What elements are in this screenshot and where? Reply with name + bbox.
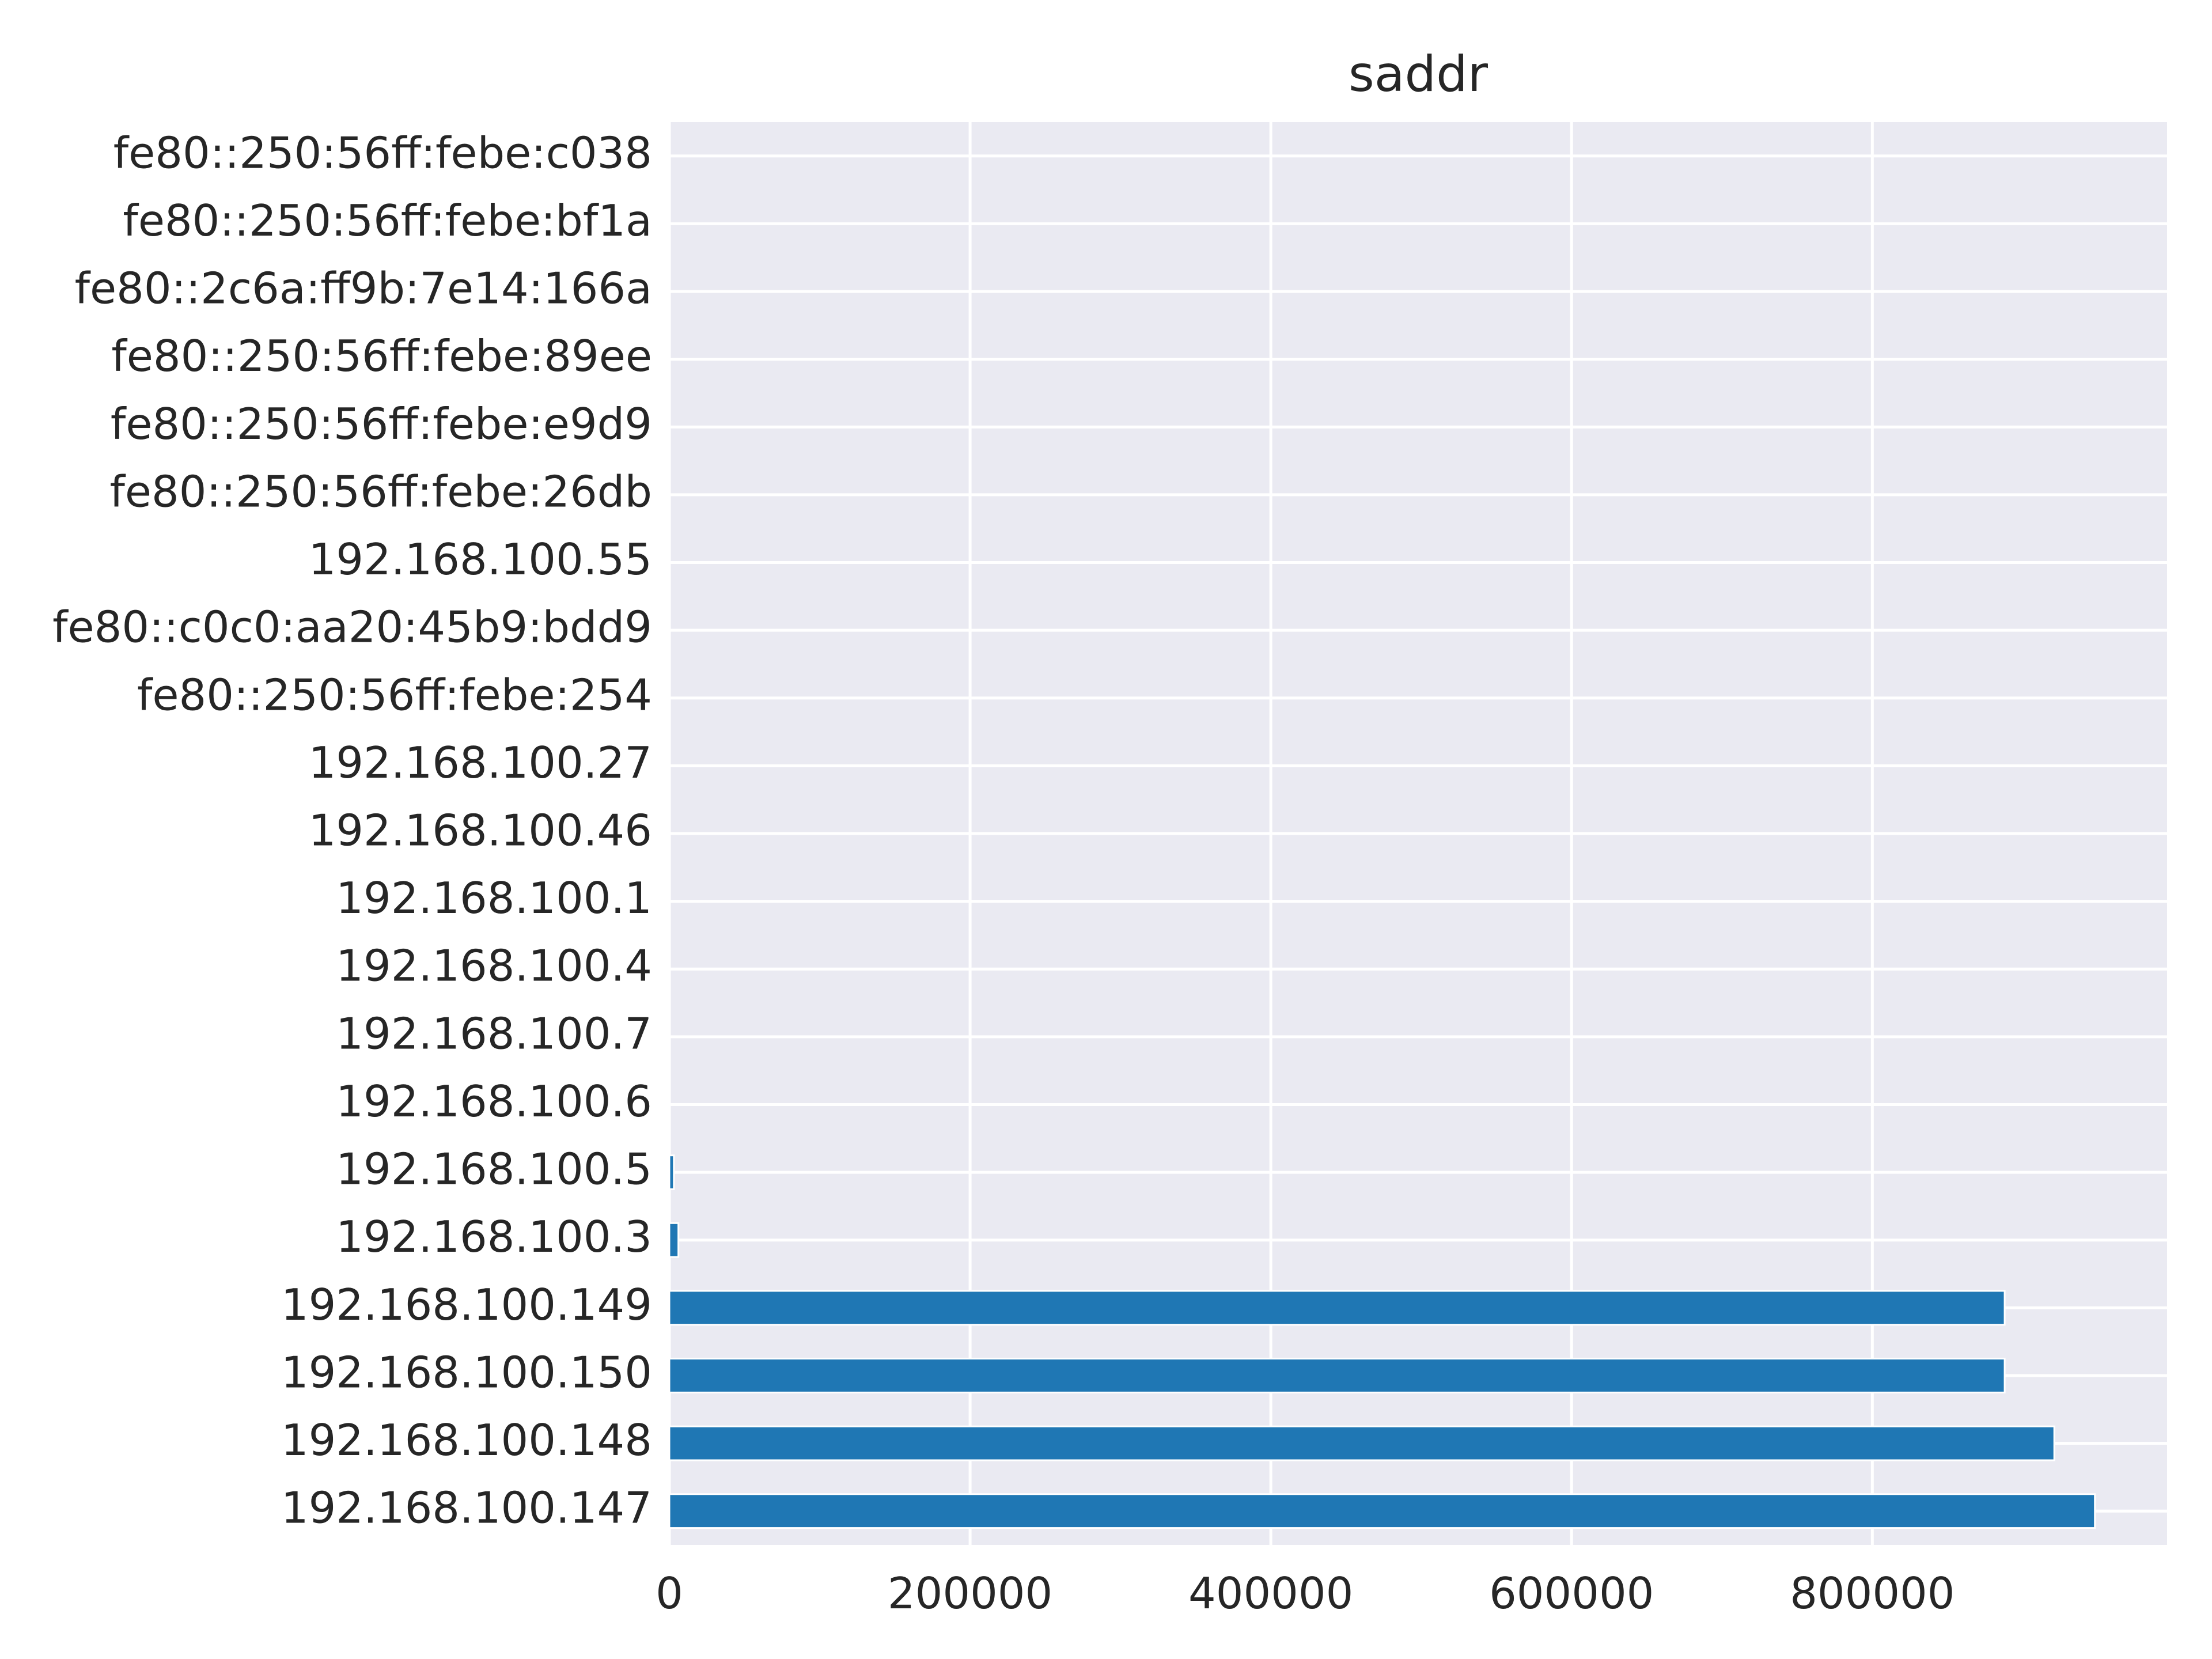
bar: [668, 1290, 2006, 1326]
x-tick-label: 800000: [1790, 1568, 1955, 1619]
y-tick-label: 192.168.100.1: [336, 873, 652, 923]
y-tick-label: 192.168.100.149: [281, 1279, 652, 1330]
y-tick-label: 192.168.100.4: [336, 941, 652, 991]
bars: [668, 138, 2096, 1529]
y-tick-label: fe80::250:56ff:febe:89ee: [111, 331, 652, 381]
bar: [668, 1222, 680, 1258]
y-tick-label: fe80::250:56ff:febe:254: [137, 669, 652, 720]
y-tick-label: 192.168.100.150: [281, 1347, 652, 1397]
y-tick-label: 192.168.100.5: [336, 1144, 652, 1195]
y-tick-label: fe80::250:56ff:febe:bf1a: [123, 195, 652, 246]
chart-title: saddr: [1349, 46, 1488, 103]
y-tick-label: fe80::250:56ff:febe:26db: [109, 466, 652, 517]
y-tick-label: fe80::250:56ff:febe:c038: [113, 127, 652, 178]
x-tick-label: 400000: [1188, 1568, 1353, 1619]
y-tick-label: 192.168.100.7: [336, 1008, 652, 1059]
bar: [668, 1018, 671, 1055]
y-tick-label: fe80::c0c0:aa20:45b9:bdd9: [52, 602, 652, 653]
bar: [668, 1425, 2055, 1461]
y-tick-label: 192.168.100.6: [336, 1076, 652, 1127]
x-tick-label: 600000: [1489, 1568, 1654, 1619]
y-tick-label: 192.168.100.55: [309, 534, 652, 585]
bar: [668, 1493, 2096, 1529]
y-tick-labels: 192.168.100.147 192.168.100.148 192.168.10…: [52, 127, 652, 1533]
x-tick-label: 200000: [888, 1568, 1052, 1619]
y-tick-label: 192.168.100.46: [309, 805, 652, 856]
x-tick-label: 0: [656, 1568, 683, 1619]
bar: [668, 1154, 675, 1190]
bar: [668, 1358, 2006, 1393]
x-tick-labels: 0 200000 400000 600000 800000: [656, 1568, 1955, 1619]
y-tick-label: 192.168.100.27: [309, 737, 652, 788]
bar: [668, 1086, 671, 1123]
y-tick-label: 192.168.100.3: [336, 1211, 652, 1262]
y-tick-label: 192.168.100.148: [281, 1415, 652, 1465]
y-tick-label: 192.168.100.147: [281, 1483, 652, 1533]
y-tick-label: fe80::250:56ff:febe:e9d9: [111, 399, 652, 449]
y-tick-label: fe80::2c6a:ff9b:7e14:166a: [75, 263, 652, 314]
